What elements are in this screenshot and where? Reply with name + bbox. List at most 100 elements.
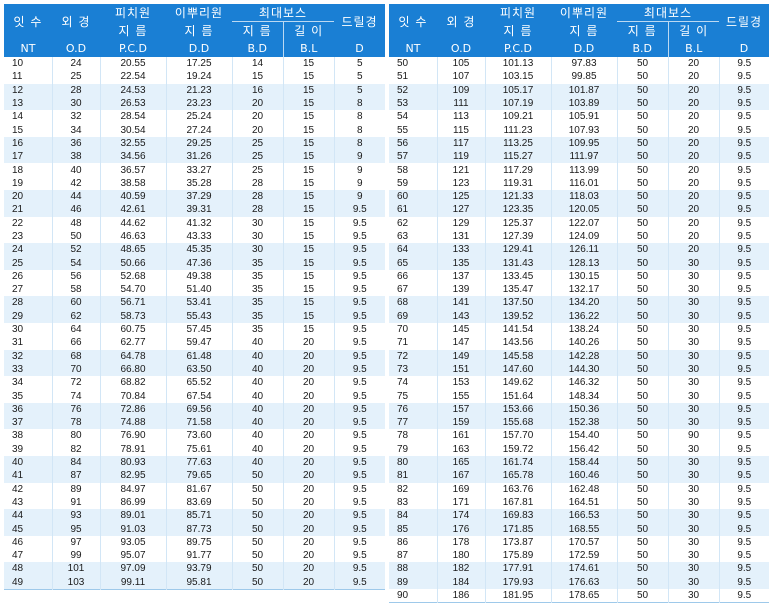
- table-body-right: 50 105 101.13 97.83 50 20 9.5 51 107 103.15 99.85 5…: [389, 57, 770, 603]
- cell-dd: 130.15: [550, 269, 617, 284]
- cell-pcd: 103.15: [484, 70, 551, 84]
- cell-dd: 124.09: [550, 229, 617, 244]
- table-row: 11 25 22.54 19.24 15 15 5: [4, 70, 386, 84]
- cell-bd: 50: [616, 283, 668, 297]
- cell-nt: 21: [4, 203, 52, 217]
- table-row: 59 123 119.31 116.01 50 20 9.5: [389, 176, 770, 190]
- cell-d: 9.5: [333, 442, 386, 456]
- cell-d: 8: [333, 96, 386, 111]
- cell-bd: 30: [231, 216, 283, 230]
- cell-d: 9.5: [333, 482, 386, 496]
- cell-bd: 35: [231, 256, 283, 270]
- cell-bl: 30: [667, 469, 720, 483]
- table-row: 38 80 76.90 73.60 40 20 9.5: [4, 429, 386, 443]
- cell-d: 9.5: [718, 96, 770, 111]
- cell-pcd: 38.58: [99, 176, 166, 190]
- table-row: 63 131 127.39 124.09 50 20 9.5: [389, 229, 770, 244]
- cell-od: 184: [436, 575, 485, 589]
- table-row: 36 76 72.86 69.56 40 20 9.5: [4, 402, 386, 417]
- cell-pcd: 113.25: [484, 136, 551, 151]
- cell-dd: 150.36: [550, 402, 617, 417]
- cell-od: 127: [436, 203, 485, 217]
- cell-d: 9.5: [333, 416, 386, 430]
- cell-od: 107: [436, 70, 485, 84]
- cell-dd: 59.47: [165, 336, 232, 350]
- cell-bd: 35: [231, 322, 283, 337]
- cell-bd: 50: [616, 509, 668, 523]
- cell-dd: 160.46: [550, 469, 617, 483]
- cell-bl: 30: [667, 256, 720, 270]
- cell-nt: 86: [397, 536, 409, 548]
- cell-pcd: 149.62: [484, 376, 551, 390]
- cell-nt: 73: [389, 362, 437, 377]
- table-row: 33 70 66.80 63.50 40 20 9.5: [4, 362, 386, 377]
- cell-pcd: 26.53: [99, 96, 166, 111]
- cell-d: 9.5: [718, 123, 770, 137]
- cell-d: 9.5: [333, 575, 386, 590]
- cell-d: 9.5: [718, 309, 770, 323]
- cell-nt: 53: [389, 96, 437, 111]
- cell-dd: 73.60: [165, 429, 232, 443]
- cell-bl: 20: [282, 376, 335, 390]
- header-bd-ko: 지 름: [232, 21, 284, 39]
- cell-d: 9.5: [718, 269, 770, 284]
- cell-dd: 118.03: [550, 189, 617, 204]
- cell-od: 105: [436, 57, 485, 71]
- cell-bd: 20: [231, 96, 283, 111]
- cell-bl: 15: [282, 296, 335, 310]
- cell-pcd: 56.71: [99, 296, 166, 310]
- cell-pcd: 40.59: [99, 189, 166, 204]
- cell-bl: 20: [667, 96, 720, 111]
- cell-bl: 20: [282, 416, 335, 430]
- header-dd-ko2: 지 름: [166, 21, 232, 39]
- cell-dd: 152.38: [550, 416, 617, 430]
- cell-d: 9.5: [718, 256, 770, 270]
- cell-d: 9.5: [333, 362, 386, 377]
- cell-bl: 15: [282, 83, 335, 97]
- cell-dd: 33.27: [165, 163, 232, 177]
- cell-bd: 50: [616, 455, 668, 470]
- cell-bd: 50: [231, 509, 283, 523]
- cell-od: 178: [436, 535, 485, 549]
- cell-od: 161: [436, 429, 485, 443]
- cell-dd: 97.83: [550, 57, 617, 71]
- left-table-panel: 잇 수 외 경 피치원 이뿌리원 최대보스 드릴경 지 름 지 름 지 름 길 …: [4, 4, 386, 590]
- cell-pcd: 139.52: [484, 309, 551, 323]
- cell-nt: 37: [4, 416, 52, 430]
- cell-pcd: 153.66: [484, 402, 551, 417]
- cell-bd: 50: [616, 150, 668, 164]
- cell-d: 9.5: [333, 283, 386, 297]
- cell-d: 9.5: [333, 243, 386, 257]
- cell-od: 145: [436, 322, 485, 337]
- table-row: 57 119 115.27 111.97 50 20 9.5: [389, 150, 770, 164]
- cell-od: 135: [436, 256, 485, 270]
- cell-bd: 28: [231, 176, 283, 190]
- cell-bd: 40: [231, 429, 283, 443]
- cell-bl: 15: [282, 256, 335, 270]
- cell-pcd: 34.56: [99, 150, 166, 164]
- cell-d: 9.5: [718, 203, 770, 217]
- cell-pcd: 169.83: [484, 509, 551, 523]
- cell-bl: 30: [667, 535, 720, 549]
- cell-nt: 71: [397, 337, 409, 349]
- cell-dd: 168.55: [550, 522, 617, 536]
- cell-bl: 20: [667, 136, 720, 151]
- cell-nt: 27: [12, 284, 24, 296]
- cell-bd: 25: [231, 136, 283, 151]
- cell-od: 93: [51, 509, 100, 523]
- cell-od: 48: [51, 216, 100, 230]
- header-od-en: O.D: [52, 39, 100, 57]
- cell-nt: 49: [4, 575, 52, 590]
- cell-od: 70: [51, 362, 100, 377]
- cell-bl: 30: [667, 509, 720, 523]
- cell-nt: 39: [12, 443, 24, 455]
- cell-pcd: 135.47: [484, 283, 551, 297]
- cell-od: 131: [436, 229, 485, 244]
- cell-bd: 28: [231, 189, 283, 204]
- cell-pcd: 54.70: [99, 283, 166, 297]
- cell-d: 9.5: [718, 482, 770, 496]
- cell-bl: 30: [667, 389, 720, 403]
- cell-dd: 158.44: [550, 455, 617, 470]
- cell-d: 9.5: [718, 376, 770, 390]
- cell-bd: 40: [231, 442, 283, 456]
